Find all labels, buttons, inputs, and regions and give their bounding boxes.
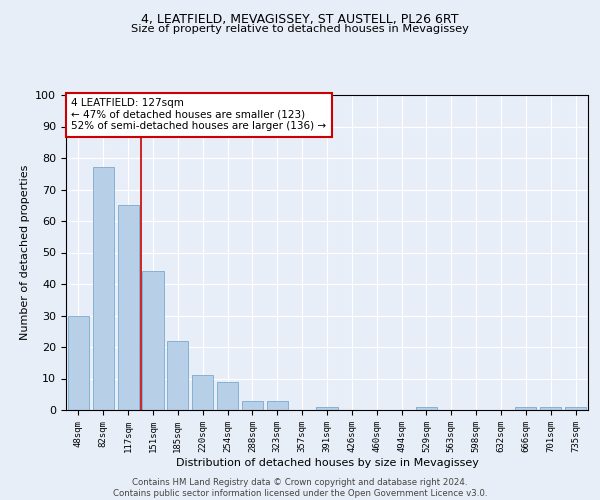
Bar xyxy=(68,316,89,410)
X-axis label: Distribution of detached houses by size in Mevagissey: Distribution of detached houses by size … xyxy=(176,458,478,468)
Bar xyxy=(242,400,263,410)
Bar xyxy=(316,407,338,410)
Text: 4 LEATFIELD: 127sqm
← 47% of detached houses are smaller (123)
52% of semi-detac: 4 LEATFIELD: 127sqm ← 47% of detached ho… xyxy=(71,98,326,132)
Text: Contains HM Land Registry data © Crown copyright and database right 2024.
Contai: Contains HM Land Registry data © Crown c… xyxy=(113,478,487,498)
Bar xyxy=(267,400,288,410)
Text: Size of property relative to detached houses in Mevagissey: Size of property relative to detached ho… xyxy=(131,24,469,34)
Bar xyxy=(540,407,561,410)
Text: 4, LEATFIELD, MEVAGISSEY, ST AUSTELL, PL26 6RT: 4, LEATFIELD, MEVAGISSEY, ST AUSTELL, PL… xyxy=(141,12,459,26)
Bar xyxy=(167,340,188,410)
Bar xyxy=(515,407,536,410)
Bar xyxy=(142,272,164,410)
Bar xyxy=(565,407,586,410)
Bar xyxy=(93,168,114,410)
Bar xyxy=(217,382,238,410)
Bar xyxy=(118,205,139,410)
Y-axis label: Number of detached properties: Number of detached properties xyxy=(20,165,30,340)
Bar xyxy=(192,376,213,410)
Bar xyxy=(416,407,437,410)
